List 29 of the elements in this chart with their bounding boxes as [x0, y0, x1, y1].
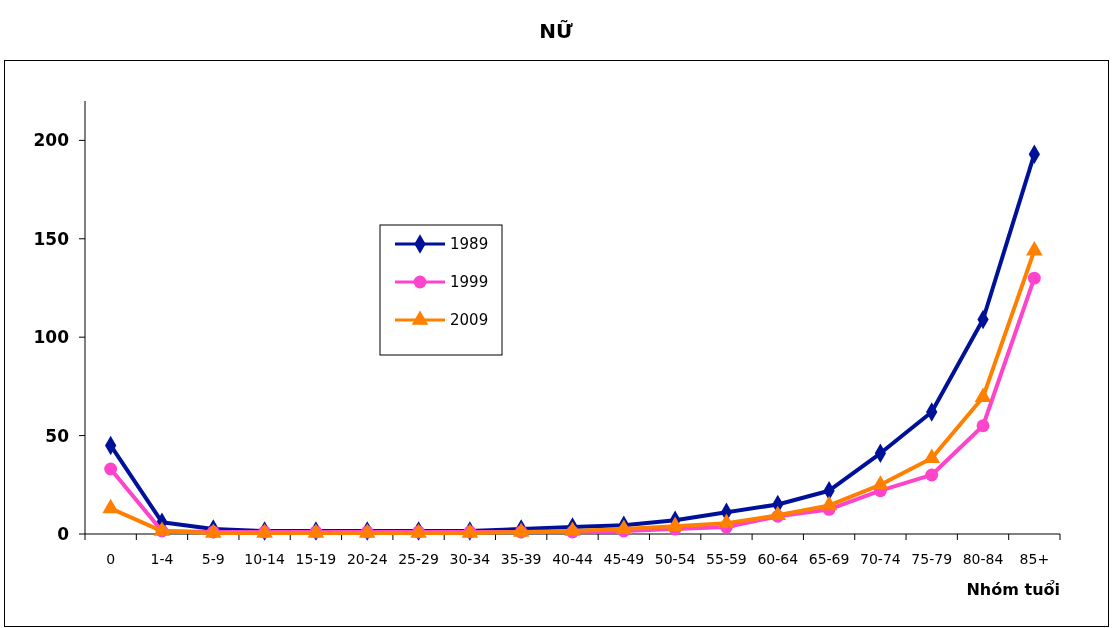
x-tick-label: 35-39: [500, 551, 542, 567]
x-tick-label: 65-69: [808, 551, 850, 567]
legend-label: 1989: [450, 235, 489, 254]
x-axis-title: Nhóm tuổi: [966, 580, 1060, 599]
x-tick-label: 75-79: [911, 551, 953, 567]
x-tick-label: 15-19: [295, 551, 337, 567]
x-tick-label: 30-34: [449, 551, 491, 567]
y-tick-label: 50: [45, 425, 70, 446]
x-tick-label: 5-9: [201, 551, 225, 567]
x-tick-label: 80-84: [962, 551, 1004, 567]
x-tick-label: 20-24: [346, 551, 388, 567]
x-tick-label: 45-49: [603, 551, 645, 567]
x-tick-label: 50-54: [654, 551, 696, 567]
x-tick-label: 55-59: [706, 551, 747, 567]
y-tick-label: 100: [33, 327, 70, 348]
x-tick-label: 0: [106, 551, 116, 567]
legend-label: 1999: [450, 273, 489, 292]
x-tick-label: 70-74: [860, 551, 901, 567]
x-tick-label: 1-4: [150, 551, 174, 567]
x-tick-label: 25-29: [398, 551, 439, 567]
y-tick-label: 200: [33, 130, 70, 151]
y-tick-label: 0: [57, 523, 70, 544]
x-tick-label: 10-14: [244, 551, 286, 567]
legend-label: 2009: [450, 311, 489, 330]
x-tick-label: 40-44: [552, 551, 593, 567]
x-tick-label: 60-64: [757, 551, 799, 567]
y-tick-label: 150: [33, 228, 70, 249]
x-tick-label: 85+: [1019, 551, 1050, 567]
chart-title: NỮ: [539, 19, 574, 43]
